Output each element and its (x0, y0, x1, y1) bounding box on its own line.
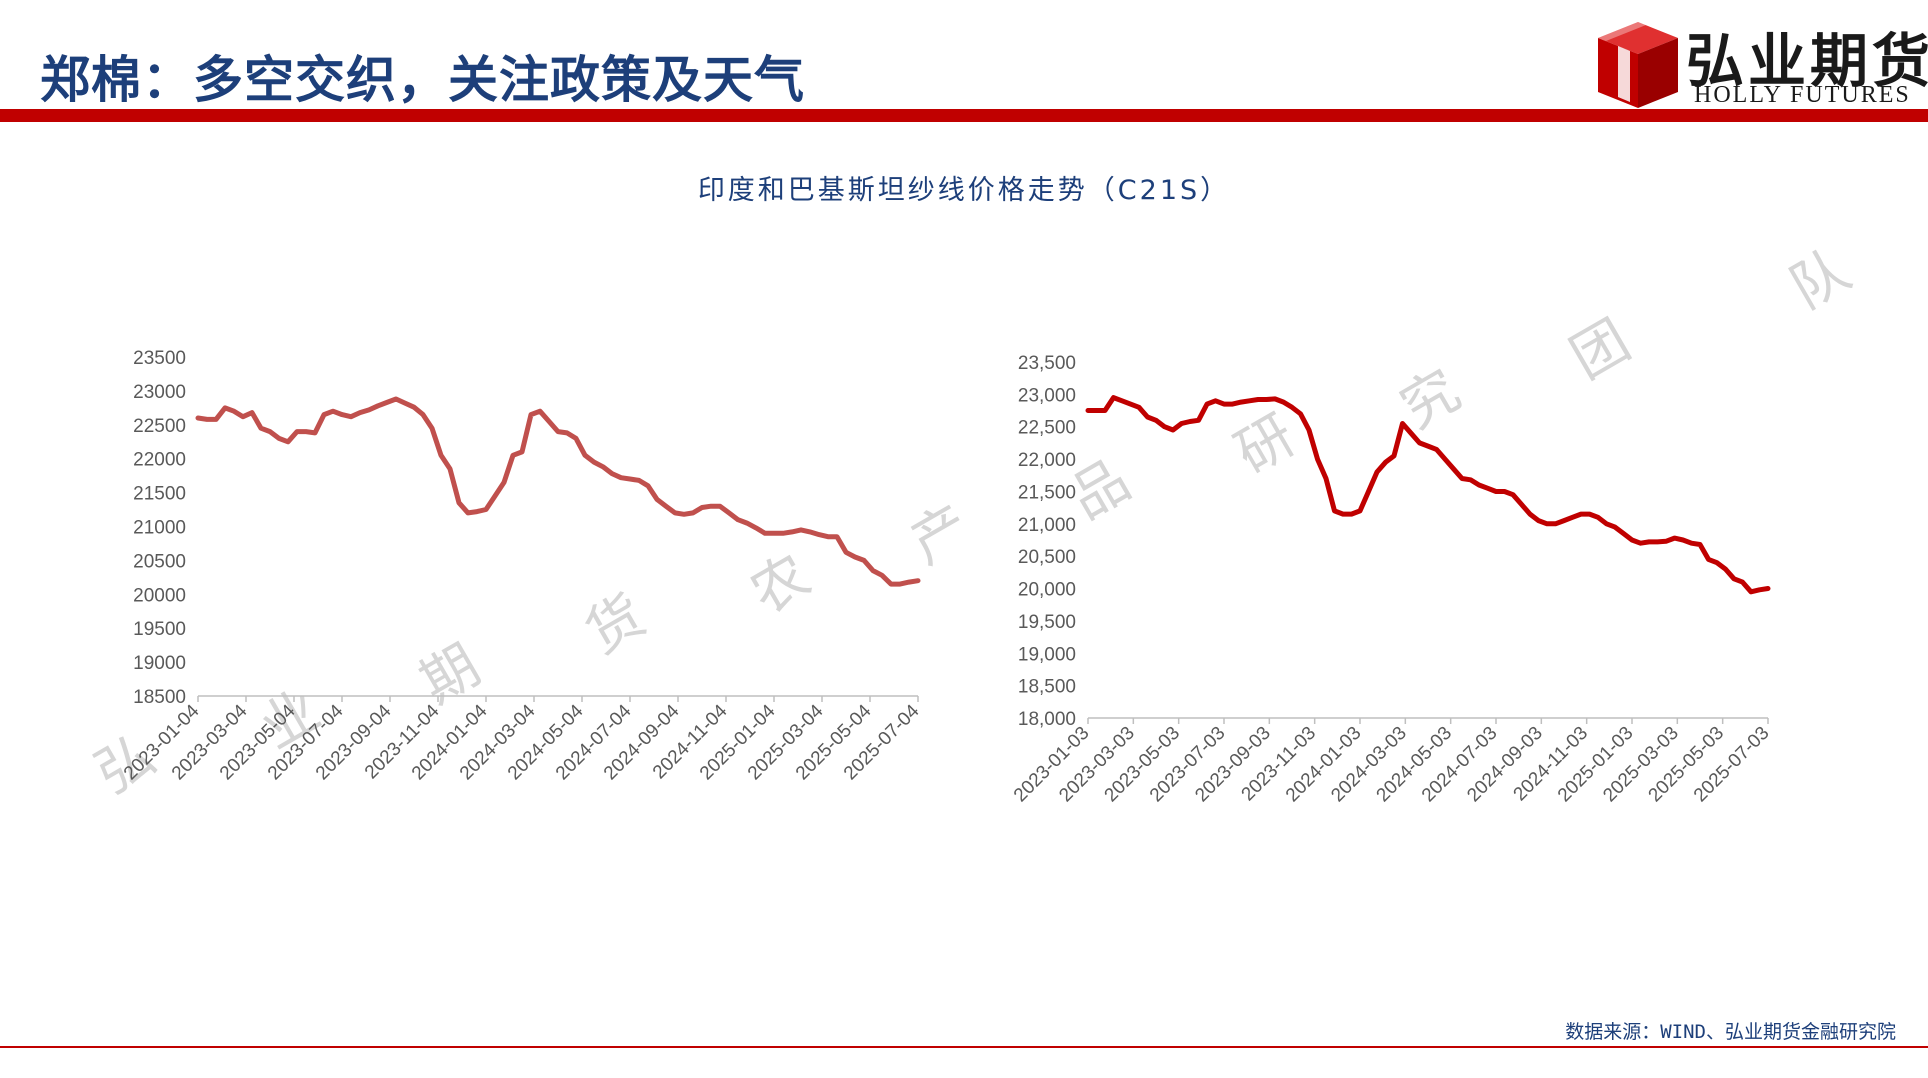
y-tick-label: 21500 (133, 484, 186, 505)
series-line (1085, 395, 1771, 595)
y-tick-label: 19000 (133, 653, 186, 674)
page-title: 郑棉：多空交织，关注政策及天气 (40, 51, 805, 109)
watermark-char: 队 (1780, 237, 1861, 322)
y-tick-label: 22500 (133, 416, 186, 437)
y-tick-label: 23,000 (1018, 385, 1076, 406)
y-tick-label: 19,500 (1018, 612, 1076, 633)
pakistan-yarn-price-chart: 23,500 23,000 22,500 22,000 21,500 21,000 20,5… (1010, 353, 1774, 806)
logo-chinese-text: 弘业期货 (1686, 27, 1928, 95)
series-line (195, 396, 921, 587)
footer-divider (0, 1046, 1928, 1048)
y-tick-label: 23000 (133, 382, 186, 403)
y-tick-label: 21000 (133, 518, 186, 539)
y-tick-label: 20500 (133, 551, 186, 572)
y-tick-label: 20,000 (1018, 580, 1076, 601)
y-tick-label: 19,000 (1018, 644, 1076, 665)
india-yarn-price-chart: 23500 23000 22500 22000 21500 21000 20500 20000… (120, 348, 924, 784)
y-tick-label: 21,000 (1018, 515, 1076, 536)
y-tick-label: 21,500 (1018, 482, 1076, 503)
company-logo: 弘业期货 HOLLY FUTURES (1590, 12, 1928, 112)
header-divider (0, 109, 1928, 122)
data-source-note: 数据来源：WIND、弘业期货金融研究院 (1565, 1021, 1896, 1043)
y-tick-label: 18,500 (1018, 677, 1076, 698)
y-tick-label: 22,500 (1018, 418, 1076, 439)
y-tick-label: 18,000 (1018, 709, 1076, 730)
logo-english-text: HOLLY FUTURES (1694, 82, 1911, 108)
y-tick-label: 19500 (133, 619, 186, 640)
chart-subtitle: 印度和巴基斯坦纱线价格走势（C21S） (697, 175, 1231, 206)
cube-logo-icon (1598, 22, 1678, 108)
y-tick-label: 23,500 (1018, 353, 1076, 374)
y-tick-label: 22000 (133, 450, 186, 471)
y-tick-label: 18500 (133, 687, 186, 708)
y-tick-label: 20000 (133, 585, 186, 606)
y-tick-label: 20,500 (1018, 547, 1076, 568)
y-tick-label: 23500 (133, 348, 186, 369)
y-tick-label: 22,000 (1018, 450, 1076, 471)
